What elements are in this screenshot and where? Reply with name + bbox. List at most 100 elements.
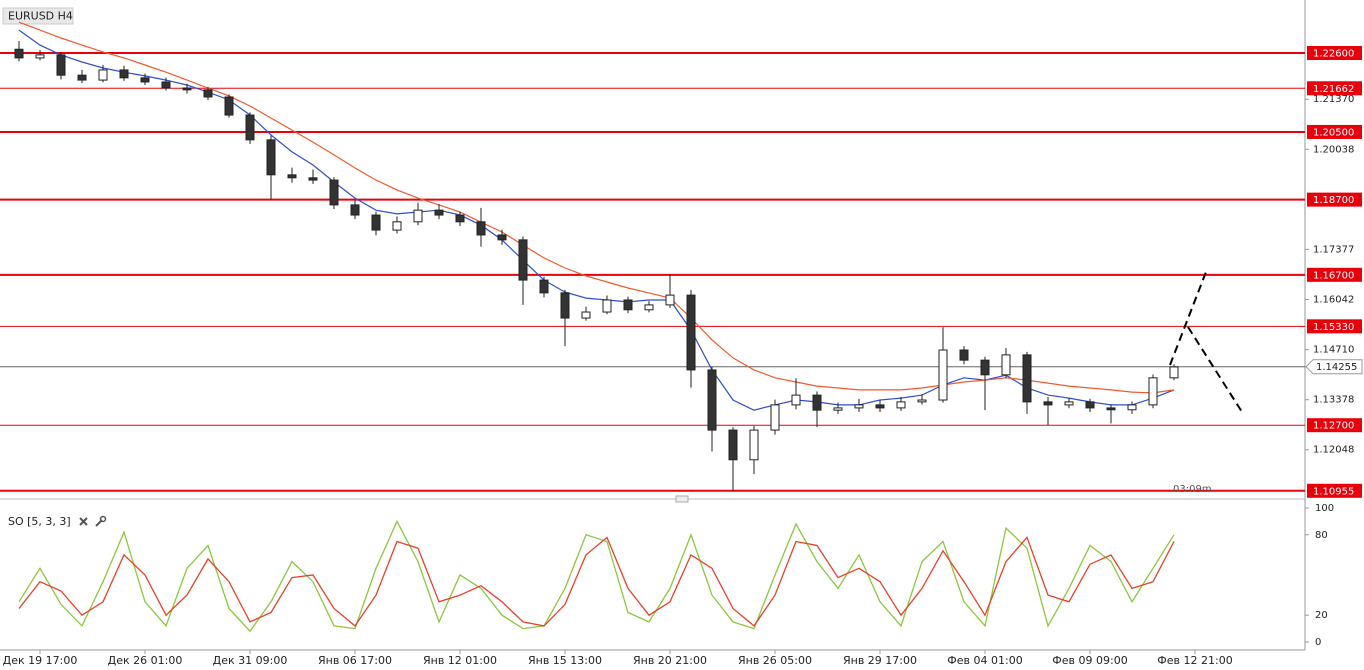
candle-body: [791, 394, 801, 406]
countdown-timer: 03:09m: [1173, 484, 1212, 495]
indicator-title: SO [5, 3, 3]: [8, 515, 71, 528]
candle-body: [917, 399, 927, 403]
plot-area: 1.22600 1.21662 1.20500 1.18700 1.16700 1.153…: [0, 21, 1363, 667]
y-tick-label: 100: [1315, 503, 1334, 514]
x-tick-label: Фев 12 21:00: [1157, 654, 1232, 667]
level-label-box: [1307, 418, 1362, 433]
candle-body: [1148, 377, 1158, 406]
candle-body: [1064, 401, 1074, 406]
candle-body: [182, 87, 192, 91]
candle-body: [392, 221, 402, 231]
last-price-box: [1305, 359, 1363, 375]
candle-body: [665, 294, 675, 306]
x-tick-label: Фев 04 01:00: [947, 654, 1022, 667]
indicator-line: [18, 536, 1175, 627]
candle-body: [539, 279, 549, 294]
indicator-line: [18, 519, 1175, 633]
candle-body: [413, 209, 423, 223]
level-label-box: [1307, 46, 1362, 61]
candle-body: [980, 359, 990, 376]
candle-body: [938, 349, 948, 401]
y-tick-label: 80: [1315, 530, 1328, 541]
candle-body: [1022, 354, 1032, 403]
level-label: 1.22600: [1313, 49, 1354, 60]
candle-body: [686, 294, 696, 371]
x-tick-label: Янв 12 01:00: [423, 654, 497, 667]
level-label: 1.20500: [1313, 127, 1354, 138]
x-tick-label: Янв 06 17:00: [318, 654, 392, 667]
x-tick-label: Дек 19 17:00: [3, 654, 78, 667]
level-label-box: [1307, 267, 1362, 282]
candle-body: [770, 404, 780, 431]
y-tick-label: 20: [1315, 610, 1328, 621]
candle-body: [1169, 366, 1179, 379]
candle-body: [308, 177, 318, 181]
candle-body: [203, 89, 213, 98]
y-tick-label: 1.16042: [1313, 295, 1354, 306]
level-label: 1.12700: [1313, 421, 1354, 432]
candle-body: [455, 214, 465, 223]
indicator-settings-icon[interactable]: [95, 515, 107, 527]
candle-body: [812, 394, 822, 411]
candle-body: [98, 69, 108, 81]
candle-body: [749, 429, 759, 461]
candle-body: [350, 204, 360, 216]
candle-body: [560, 292, 570, 319]
candle-body: [1043, 401, 1053, 406]
level-label-box: [1307, 319, 1362, 334]
candle-body: [329, 179, 339, 206]
y-tick-label: 1.21370: [1313, 94, 1354, 105]
last-price-label: 1.14255: [1316, 362, 1357, 373]
level-label: 1.10955: [1313, 486, 1354, 497]
level-label: 1.21662: [1313, 84, 1354, 95]
symbol-title: EURUSD H4: [8, 10, 73, 23]
y-tick-label: 1.13378: [1313, 395, 1354, 406]
indicator-line: [18, 21, 1175, 394]
x-tick-label: Янв 20 21:00: [633, 654, 707, 667]
candle-body: [602, 299, 612, 313]
level-label-box: [1307, 192, 1362, 207]
y-tick-label: 1.20038: [1313, 144, 1354, 155]
symbol-box: [2, 7, 74, 25]
candle-body: [371, 214, 381, 231]
candle-body: [728, 429, 738, 461]
candle-body: [833, 407, 843, 411]
candle-body: [287, 174, 297, 179]
candle-body: [875, 404, 885, 409]
candle-body: [1085, 401, 1095, 409]
candle-body: [35, 54, 45, 59]
candle-body: [14, 48, 24, 59]
candle-body: [518, 239, 528, 281]
candle-body: [161, 81, 171, 89]
x-tick-label: Дек 26 01:00: [108, 654, 183, 667]
candle-body: [266, 139, 276, 176]
candle-body: [854, 404, 864, 409]
x-tick-label: Фев 09 09:00: [1052, 654, 1127, 667]
indicator-remove-icon[interactable]: [79, 517, 88, 526]
candle-body: [434, 209, 444, 216]
candle-body: [623, 299, 633, 311]
level-label: 1.18700: [1313, 195, 1354, 206]
candle-body: [707, 369, 717, 431]
level-label-box: [1307, 124, 1362, 139]
y-tick-label: 1.17377: [1313, 244, 1354, 255]
candle-body: [476, 221, 486, 236]
candle-body: [1001, 354, 1011, 376]
candle-body: [119, 69, 129, 79]
y-tick-label: 1.12048: [1313, 445, 1354, 456]
candle-body: [896, 401, 906, 409]
candle-body: [1106, 407, 1116, 411]
level-label: 1.16700: [1313, 270, 1354, 281]
level-label-box: [1307, 483, 1362, 498]
candle-body: [1127, 404, 1137, 411]
candle-body: [581, 311, 591, 319]
panel-resize-handle[interactable]: [675, 495, 689, 503]
candle-body: [224, 96, 234, 116]
candle-body: [140, 77, 150, 83]
candle-body: [497, 234, 507, 241]
forecast-drawing: [1169, 271, 1243, 413]
candle-body: [959, 349, 969, 361]
level-label-box: [1307, 81, 1362, 96]
y-tick-label: 0: [1315, 637, 1321, 648]
